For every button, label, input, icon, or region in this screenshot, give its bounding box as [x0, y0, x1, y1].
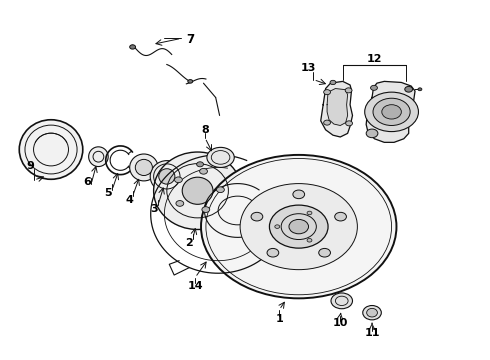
Circle shape [196, 162, 203, 167]
Ellipse shape [130, 154, 158, 181]
Circle shape [199, 168, 207, 174]
Ellipse shape [154, 152, 242, 229]
Text: 10: 10 [333, 319, 348, 328]
Text: 6: 6 [84, 177, 92, 187]
Circle shape [373, 98, 410, 126]
Circle shape [188, 80, 193, 83]
Text: 8: 8 [201, 125, 209, 135]
Ellipse shape [135, 159, 152, 176]
Circle shape [345, 88, 352, 93]
Ellipse shape [19, 120, 83, 179]
Ellipse shape [150, 161, 183, 192]
Text: 1: 1 [275, 314, 283, 324]
Ellipse shape [159, 169, 175, 184]
Text: 12: 12 [367, 54, 382, 64]
Circle shape [293, 190, 305, 199]
Text: 11: 11 [364, 328, 380, 338]
Circle shape [335, 212, 346, 221]
Circle shape [382, 105, 401, 119]
Circle shape [330, 80, 336, 85]
Text: 7: 7 [186, 32, 195, 46]
Circle shape [405, 86, 413, 92]
Ellipse shape [363, 306, 381, 320]
Text: 3: 3 [151, 204, 158, 214]
Ellipse shape [367, 309, 377, 317]
Circle shape [365, 92, 418, 132]
Polygon shape [327, 89, 347, 126]
Text: 5: 5 [104, 188, 112, 198]
Circle shape [201, 155, 396, 298]
Circle shape [174, 177, 182, 183]
Polygon shape [366, 81, 415, 142]
Circle shape [331, 293, 352, 309]
Ellipse shape [89, 147, 108, 167]
Circle shape [307, 238, 312, 242]
Circle shape [267, 248, 279, 257]
Circle shape [318, 248, 330, 257]
Text: 14: 14 [187, 281, 203, 291]
Text: 13: 13 [301, 63, 316, 73]
Circle shape [324, 120, 331, 125]
Circle shape [418, 88, 422, 91]
Ellipse shape [182, 177, 213, 204]
Circle shape [366, 129, 378, 138]
Circle shape [207, 147, 234, 167]
Text: 9: 9 [26, 161, 34, 171]
Circle shape [370, 85, 377, 90]
Circle shape [289, 220, 309, 234]
Text: 4: 4 [125, 195, 133, 205]
Circle shape [130, 45, 136, 49]
Circle shape [202, 207, 210, 212]
Polygon shape [321, 81, 352, 137]
Circle shape [345, 121, 352, 126]
Circle shape [251, 212, 263, 221]
Circle shape [217, 187, 224, 193]
Circle shape [176, 201, 184, 206]
Text: 2: 2 [185, 238, 193, 248]
Circle shape [270, 205, 328, 248]
Circle shape [307, 211, 312, 215]
Circle shape [240, 184, 357, 270]
Circle shape [324, 90, 331, 95]
Circle shape [275, 225, 280, 228]
